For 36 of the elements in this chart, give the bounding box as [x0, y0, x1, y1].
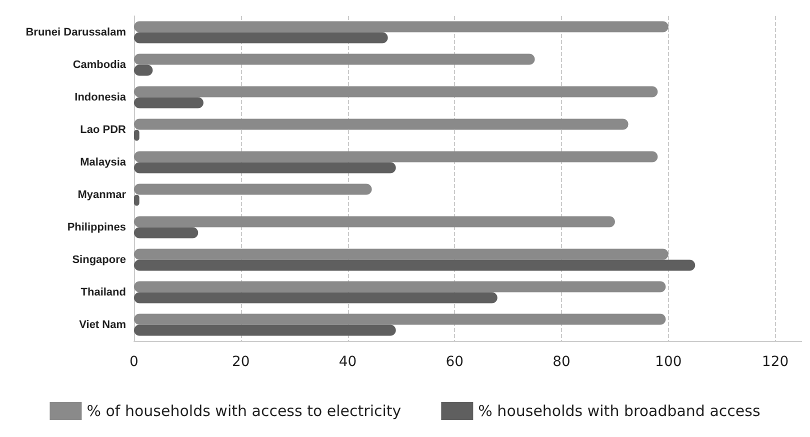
y-tick-label: Singapore	[72, 254, 126, 266]
bar	[134, 227, 198, 238]
bar	[134, 216, 615, 228]
bar	[134, 162, 396, 174]
x-tick-label: 20	[232, 354, 250, 370]
y-tick-label: Cambodia	[72, 58, 127, 71]
bar	[134, 292, 498, 304]
bar	[134, 54, 535, 65]
y-tick-label: Lao PDR	[80, 124, 126, 136]
bar	[134, 21, 668, 32]
bar	[134, 314, 666, 325]
x-tick-label: 40	[338, 354, 357, 370]
y-tick-label: Viet Nam	[79, 318, 126, 331]
bar	[134, 118, 628, 130]
x-tick-label: 80	[552, 354, 570, 370]
x-tick-label: 100	[655, 354, 682, 370]
legend-label: % of households with access to electricity	[86, 402, 402, 420]
y-tick-label: Malaysia	[80, 156, 127, 168]
bar	[134, 281, 666, 292]
x-tick-label: 60	[446, 354, 464, 370]
bar	[134, 32, 388, 44]
bar	[134, 97, 204, 108]
y-tick-label: Myanmar	[78, 188, 127, 201]
bar	[134, 151, 658, 162]
bar	[134, 260, 696, 271]
y-tick-label: Thailand	[80, 286, 126, 298]
bar	[134, 248, 668, 260]
legend-label: % households with broadband access	[478, 402, 760, 420]
y-tick-label: Brunei Darussalam	[26, 26, 126, 38]
y-tick-label: Philippines	[67, 221, 126, 234]
bar	[134, 184, 372, 195]
y-tick-label: Indonesia	[74, 91, 127, 104]
x-tick-label: 0	[130, 354, 138, 370]
x-tick-label: 120	[762, 354, 789, 370]
bar	[134, 86, 658, 98]
bar	[134, 324, 396, 336]
